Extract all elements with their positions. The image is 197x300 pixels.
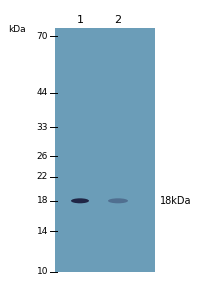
Text: 33: 33: [36, 123, 48, 132]
Text: 70: 70: [36, 32, 48, 41]
Text: 18kDa: 18kDa: [160, 196, 191, 206]
Text: 1: 1: [76, 15, 84, 25]
Text: 2: 2: [114, 15, 122, 25]
Bar: [55, 28, 155, 272]
Text: 44: 44: [37, 88, 48, 97]
Ellipse shape: [108, 198, 128, 203]
Text: 10: 10: [36, 268, 48, 277]
Text: 26: 26: [37, 152, 48, 161]
Ellipse shape: [71, 198, 89, 203]
Text: 14: 14: [37, 227, 48, 236]
Text: 18: 18: [36, 196, 48, 205]
Text: 22: 22: [37, 172, 48, 181]
Text: kDa: kDa: [8, 26, 26, 34]
